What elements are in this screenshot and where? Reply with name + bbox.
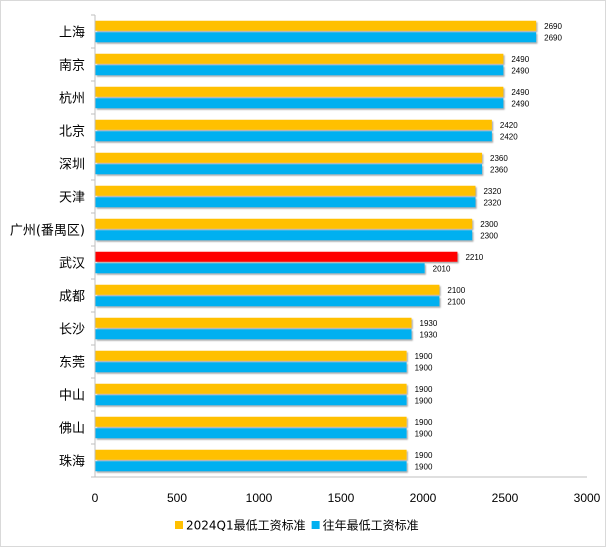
x-tick-label: 3000	[574, 491, 601, 505]
bar-previous	[95, 461, 407, 472]
bar-2024q1	[95, 317, 412, 328]
category-label: 珠海	[59, 455, 85, 470]
category-label: 天津	[59, 191, 85, 206]
legend-swatch	[175, 521, 183, 529]
bar-2024q1	[95, 449, 407, 460]
category-label: 武汉	[59, 257, 85, 272]
data-label: 2300	[480, 220, 498, 229]
legend-label: 往年最低工资标准	[323, 518, 419, 533]
category-label: 上海	[59, 26, 85, 41]
bar-previous	[95, 263, 425, 274]
x-tick-label: 500	[167, 491, 187, 505]
bar-previous	[95, 164, 483, 175]
bar-2024q1	[95, 218, 473, 229]
bar-previous	[95, 197, 476, 208]
bar-previous	[95, 296, 440, 307]
data-label: 1900	[415, 462, 433, 471]
legend-label: 2024Q1最低工资标准	[186, 519, 306, 533]
data-label: 2300	[480, 231, 498, 240]
bar-2024q1	[95, 119, 492, 130]
bar-2024q1	[95, 86, 504, 97]
bar-2024q1	[95, 251, 458, 262]
data-label: 1930	[420, 319, 438, 328]
data-label: 2420	[500, 121, 518, 130]
bar-previous	[95, 65, 504, 76]
category-label: 成都	[59, 290, 85, 305]
data-label: 2320	[483, 187, 501, 196]
data-label: 2420	[500, 132, 518, 141]
data-label: 1900	[415, 418, 433, 427]
x-tick-label: 0	[92, 491, 99, 505]
data-label: 2320	[483, 198, 501, 207]
data-label: 2690	[544, 33, 562, 42]
legend-swatch	[311, 521, 320, 529]
bar-2024q1	[95, 152, 483, 163]
bar-2024q1	[95, 383, 407, 394]
data-label: 2490	[511, 66, 529, 75]
data-label: 1900	[415, 385, 433, 394]
data-label: 1930	[420, 330, 438, 339]
x-tick-label: 1500	[328, 491, 355, 505]
bar-previous	[95, 32, 537, 43]
bar-previous	[95, 98, 504, 109]
category-label: 北京	[59, 125, 85, 140]
bar-previous	[95, 395, 407, 406]
category-label: 东莞	[59, 356, 85, 371]
data-label: 2100	[447, 297, 465, 306]
category-label: 佛山	[59, 422, 85, 437]
data-label: 2360	[490, 165, 508, 174]
bar-2024q1	[95, 20, 537, 31]
bar-2024q1	[95, 416, 407, 427]
bar-previous	[95, 329, 412, 340]
category-label: 广州(番禺区)	[10, 224, 85, 239]
bar-2024q1	[95, 185, 476, 196]
bar-previous	[95, 230, 473, 241]
bar-previous	[95, 428, 407, 439]
data-label: 2490	[511, 99, 529, 108]
data-label: 1900	[415, 396, 433, 405]
bar-2024q1	[95, 284, 440, 295]
data-label: 2490	[511, 88, 529, 97]
data-label: 2360	[490, 154, 508, 163]
category-label: 深圳	[59, 158, 85, 173]
category-label: 杭州	[59, 92, 85, 107]
x-tick-label: 2500	[492, 491, 519, 505]
bar-2024q1	[95, 53, 504, 64]
category-label: 长沙	[59, 323, 85, 338]
data-label: 1900	[415, 429, 433, 438]
data-label: 1900	[415, 352, 433, 361]
data-label: 1900	[415, 363, 433, 372]
x-tick-label: 2000	[410, 491, 437, 505]
bar-previous	[95, 362, 407, 373]
bar-2024q1	[95, 350, 407, 361]
data-label: 2490	[511, 55, 529, 64]
data-label: 2100	[447, 286, 465, 295]
x-tick-label: 1000	[246, 491, 273, 505]
data-label: 2010	[433, 264, 451, 273]
category-label: 中山	[59, 389, 85, 404]
data-label: 2210	[465, 253, 483, 262]
category-label: 南京	[59, 58, 85, 74]
data-label: 1900	[415, 451, 433, 460]
data-label: 2690	[544, 22, 562, 31]
bar-previous	[95, 131, 492, 142]
